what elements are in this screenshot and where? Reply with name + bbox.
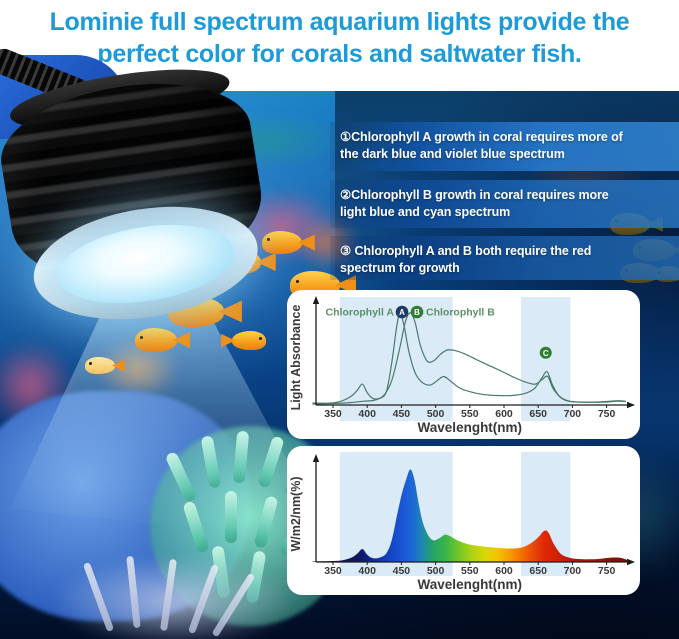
callout-line: ②Chlorophyll B growth in coral requires …: [340, 188, 609, 202]
svg-text:350: 350: [324, 408, 342, 420]
svg-text:450: 450: [393, 408, 411, 420]
svg-text:Light Absorbance: Light Absorbance: [289, 305, 303, 411]
svg-text:Chlorophyll A: Chlorophyll A: [326, 307, 395, 319]
spectrum-chart: 350 400 450 500 550 600 650 700 750 Wavelenght(nm…: [289, 452, 635, 592]
title-line-1: Lominie full spectrum aquarium lights pr…: [49, 8, 630, 36]
svg-text:350: 350: [324, 565, 342, 577]
fish: [85, 357, 115, 374]
callout-line: the dark blue and violet blue spectrum: [340, 147, 565, 161]
svg-text:A: A: [399, 308, 405, 317]
svg-text:Chlorophyll B: Chlorophyll B: [426, 307, 495, 319]
svg-text:400: 400: [358, 565, 376, 577]
svg-text:400: 400: [358, 408, 376, 420]
callout-chlorophyll-b: ②Chlorophyll B growth in coral requires …: [330, 180, 679, 228]
fish: [135, 328, 177, 352]
svg-text:700: 700: [564, 408, 582, 420]
svg-text:500: 500: [427, 408, 445, 420]
aquarium-light-fixture: [0, 34, 323, 383]
svg-text:Wavelenght(nm): Wavelenght(nm): [418, 577, 523, 592]
callout-chlorophyll-ab-red: ③ Chlorophyll A and B both require the r…: [330, 236, 679, 280]
svg-text:750: 750: [598, 408, 616, 420]
callout-line: spectrum for growth: [340, 261, 460, 275]
svg-text:B: B: [414, 308, 420, 317]
svg-text:W/m2/nm(%): W/m2/nm(%): [289, 477, 303, 552]
svg-text:450: 450: [393, 565, 411, 577]
callout-line: ③ Chlorophyll A and B both require the r…: [340, 244, 592, 258]
svg-text:550: 550: [461, 565, 479, 577]
svg-text:700: 700: [564, 565, 582, 577]
page-title: Lominie full spectrum aquarium lights pr…: [0, 0, 679, 70]
title-line-2: perfect color for corals and saltwater f…: [97, 40, 582, 68]
absorbance-chart: 350 400 450 500 550 600 650 700 750 Wavelenght(nm…: [289, 296, 635, 435]
callout-line: light blue and cyan spectrum: [340, 205, 511, 219]
svg-text:650: 650: [529, 565, 547, 577]
absorbance-chart-card: 350 400 450 500 550 600 650 700 750 Wavelenght(nm…: [287, 290, 640, 439]
callout-line: ①Chlorophyll A growth in coral requires …: [340, 130, 623, 144]
svg-text:750: 750: [598, 565, 616, 577]
svg-text:600: 600: [495, 565, 513, 577]
svg-text:650: 650: [529, 408, 547, 420]
callout-chlorophyll-a: ①Chlorophyll A growth in coral requires …: [330, 122, 679, 171]
svg-text:600: 600: [495, 408, 513, 420]
spectrum-chart-card: 350 400 450 500 550 600 650 700 750 Wavelenght(nm…: [287, 446, 640, 595]
svg-text:C: C: [543, 349, 549, 358]
svg-text:550: 550: [461, 408, 479, 420]
svg-text:500: 500: [427, 565, 445, 577]
fish: [262, 231, 302, 254]
svg-text:Wavelenght(nm): Wavelenght(nm): [418, 420, 523, 435]
